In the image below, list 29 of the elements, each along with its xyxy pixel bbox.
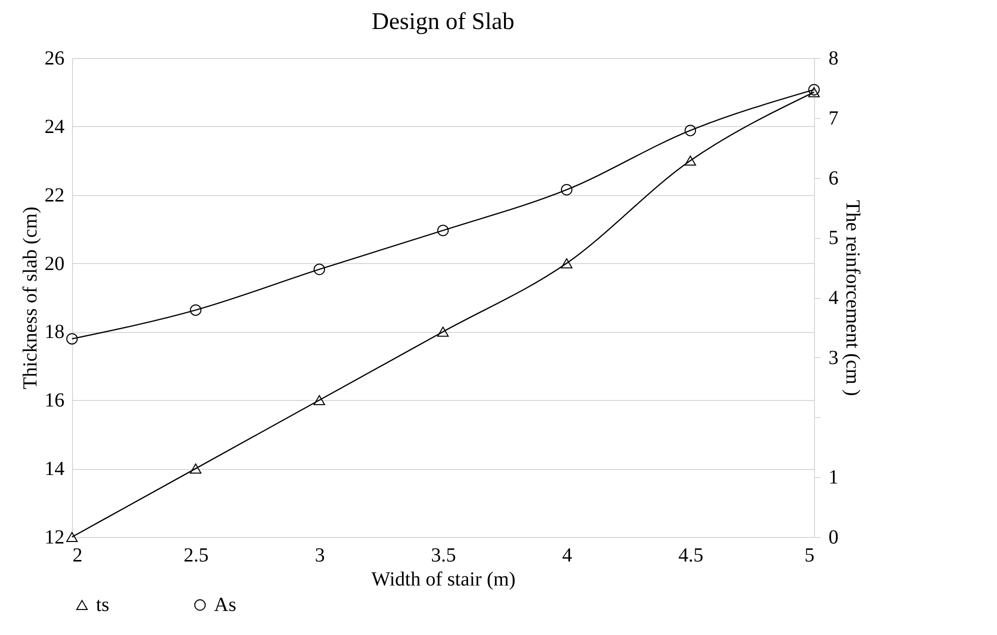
x-tick-label: 3.5 — [431, 544, 456, 566]
chart-title: Design of Slab — [372, 9, 514, 35]
x-tick-label: 4.5 — [678, 544, 704, 566]
y2-tick-label: 5 — [828, 227, 838, 250]
y-tick-label: 18 — [44, 321, 64, 344]
y-tick-label: 26 — [44, 48, 64, 70]
y-tick-label: 12 — [44, 526, 64, 548]
legend-label: ts — [96, 594, 110, 616]
y2-tick-label: 8 — [828, 48, 838, 70]
x-tick-label: 3 — [314, 544, 325, 566]
y-tick-label: 24 — [44, 116, 64, 138]
x-tick-label: 2.5 — [184, 544, 209, 566]
y-tick-label: 16 — [44, 390, 64, 412]
x-tick-label: 4 — [562, 544, 572, 566]
y2-tick-label: 1 — [828, 466, 838, 489]
y-tick-label: 20 — [44, 252, 64, 275]
y2-tick-label: 7 — [828, 107, 838, 130]
y2-tick-label: 4 — [828, 287, 838, 309]
legend-label: As — [214, 594, 236, 616]
x-tick-label: 2 — [72, 544, 82, 566]
y2-axis-title: The reinforcement (cm ) — [842, 200, 864, 396]
y-tick-label: 14 — [44, 458, 64, 480]
x-tick-label: 5 — [804, 544, 814, 566]
x-axis-title: Width of stair (m) — [371, 568, 516, 590]
y-tick-label: 22 — [44, 184, 64, 206]
y2-tick-label: 6 — [828, 167, 838, 190]
y2-tick-label: 3 — [828, 346, 838, 369]
y2-tick-label: 0 — [828, 526, 838, 548]
y-axis-title: Thickness of slab (cm) — [20, 206, 42, 390]
